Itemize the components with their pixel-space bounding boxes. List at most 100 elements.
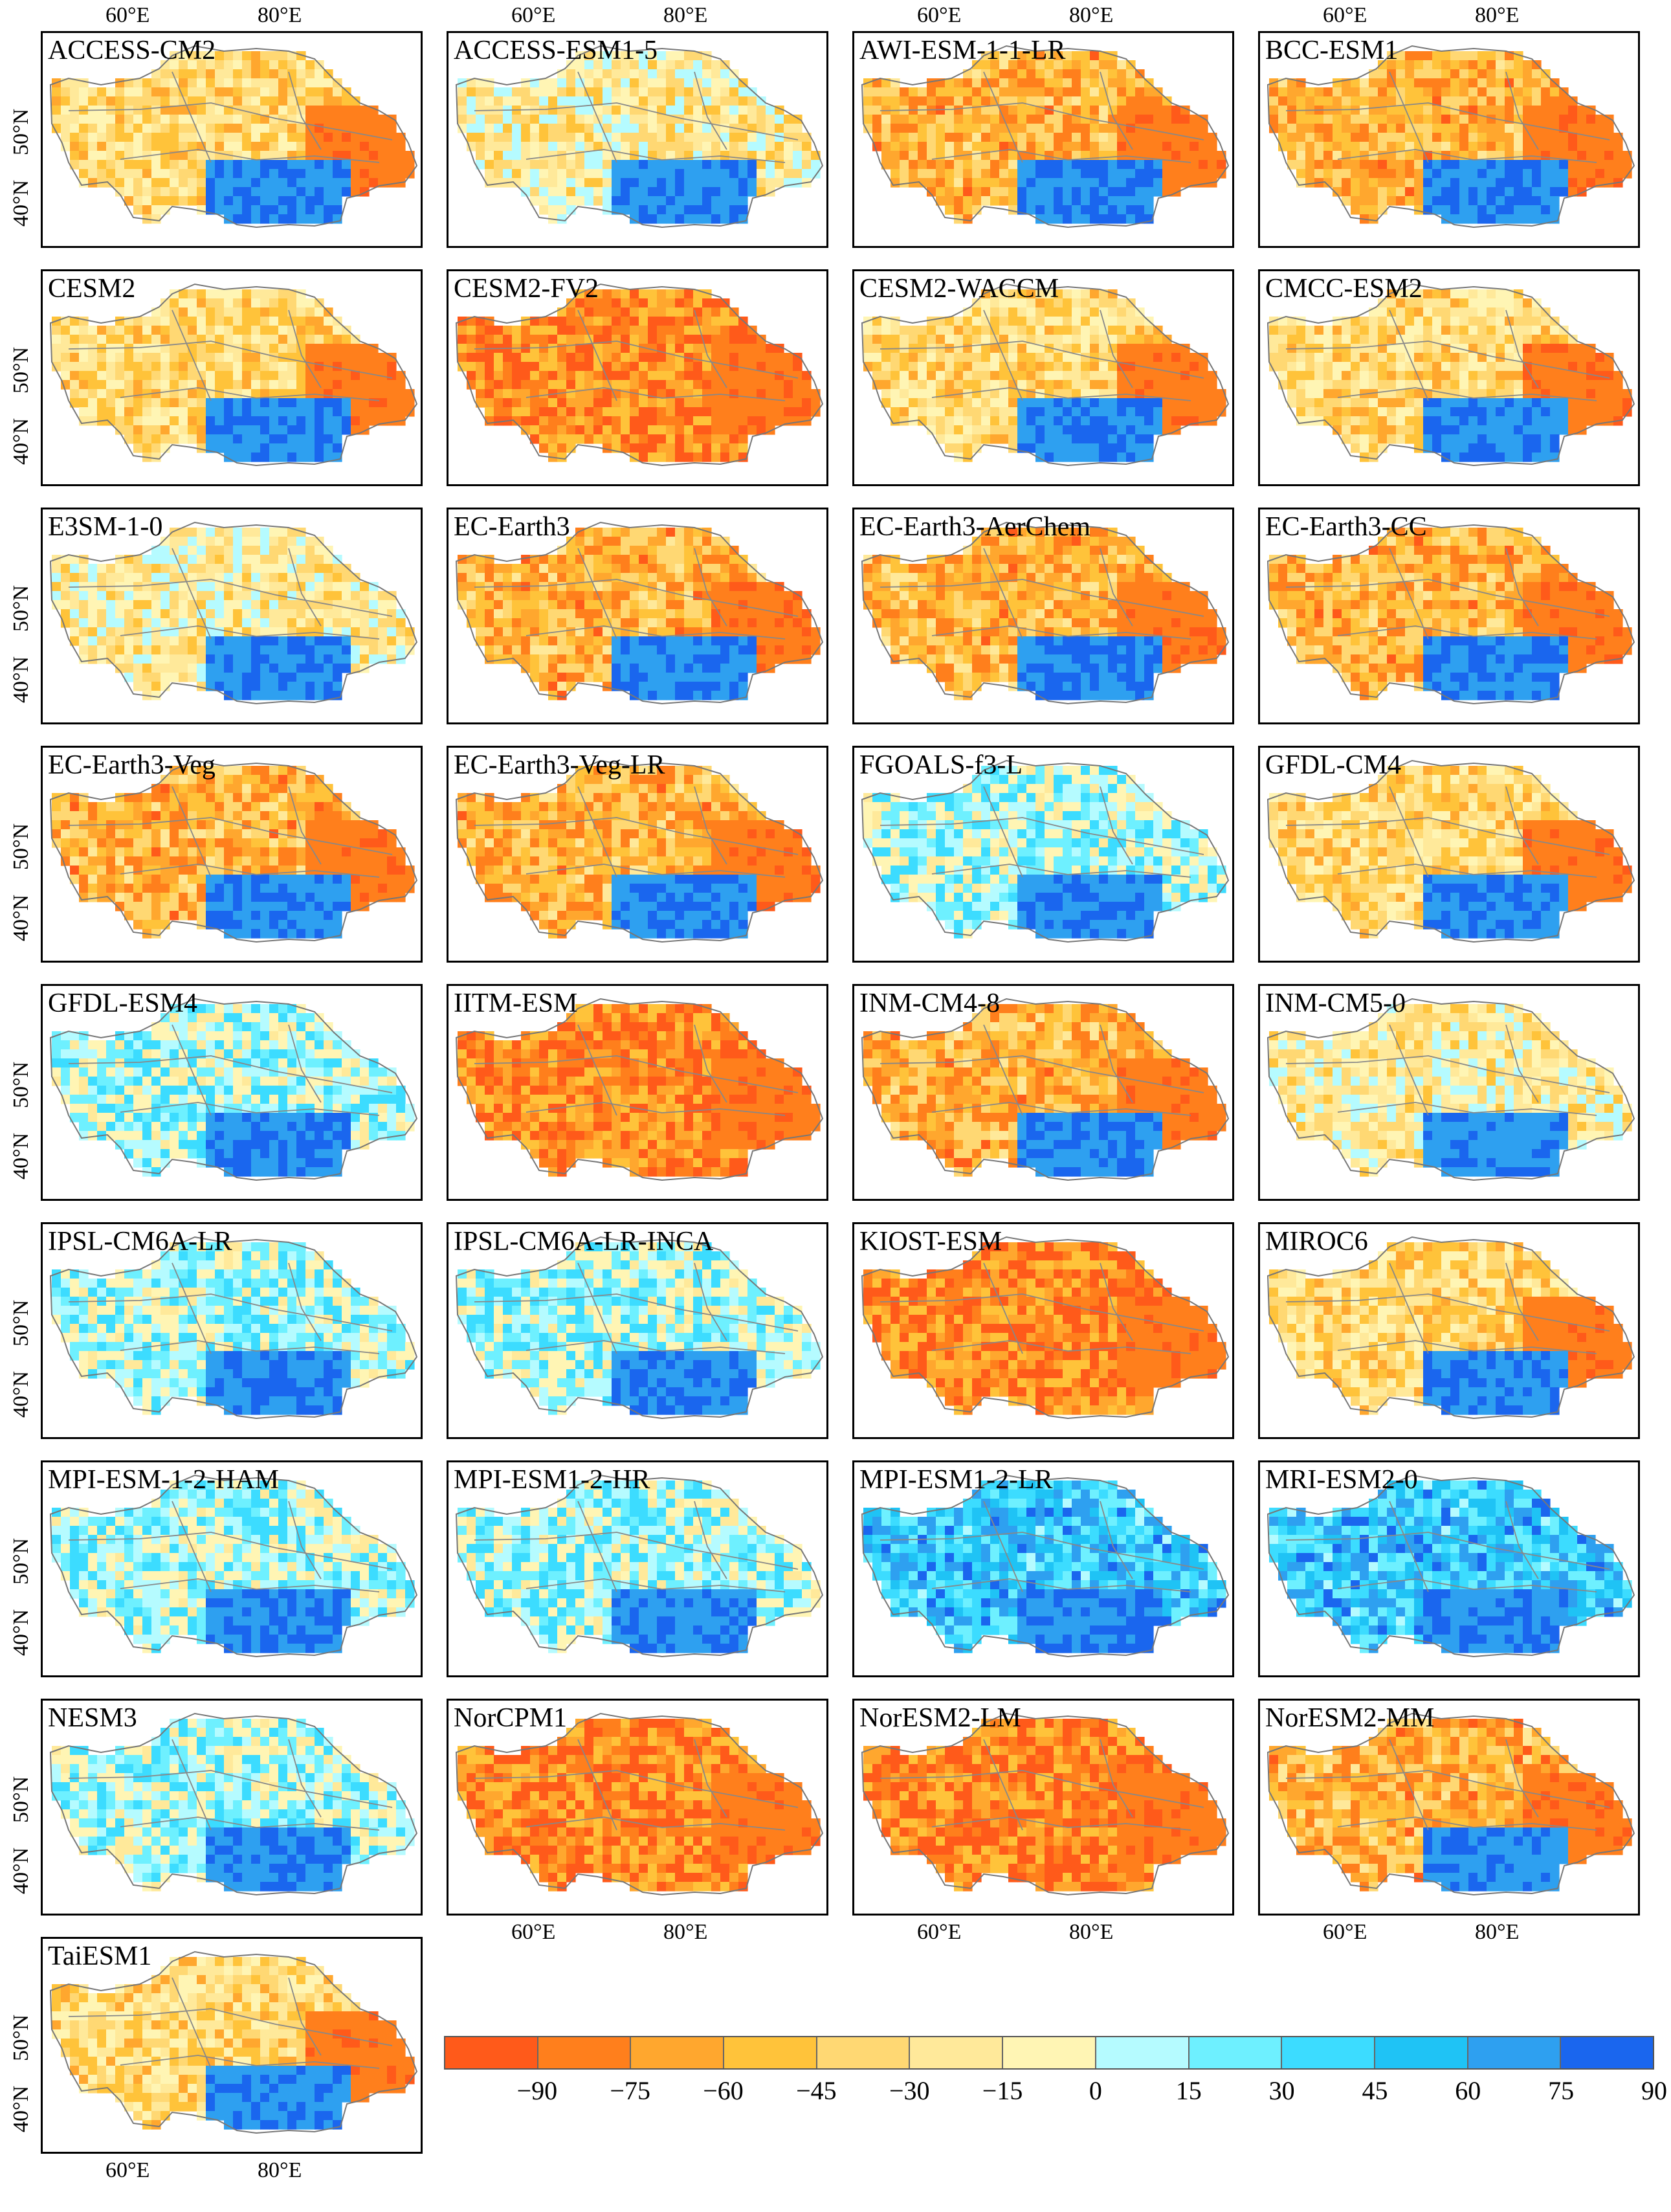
grid-cell [269,169,279,179]
grid-cell [188,69,197,79]
grid-cell [1323,380,1333,390]
grid-cell [1387,160,1397,170]
grid-cell [251,371,261,381]
grid-cell [1450,78,1460,88]
grid-cell [315,214,324,224]
grid-cell [1496,69,1505,79]
grid-cell [160,78,170,88]
grid-cell [124,591,134,601]
grid-cell [711,178,721,188]
grid-cell [603,362,612,372]
grid-cell [1477,196,1487,206]
grid-cell [900,133,909,142]
grid-cell [1035,124,1045,133]
grid-cell [512,362,522,372]
model-name: ACCESS-ESM1-5 [454,36,658,65]
grid-cell [206,124,216,133]
grid-cell [494,362,504,372]
grid-cell [1054,69,1063,79]
grid-cell [124,618,134,628]
grid-cell [70,618,80,628]
grid-cell [1135,142,1145,151]
grid-cell [351,582,360,592]
grid-cell [1532,115,1542,124]
grid-cell [1081,452,1090,462]
grid-cell [88,564,98,574]
grid-cell [630,87,639,97]
grid-cell [548,96,558,106]
grid-cell [351,618,360,628]
grid-cell [1505,142,1514,151]
grid-cell [296,407,306,417]
grid-cell [88,591,98,601]
grid-cell [1496,124,1505,133]
grid-cell [1026,443,1036,453]
grid-cell [603,178,612,188]
grid-cell [1496,214,1505,224]
grid-cell [630,335,639,344]
grid-cell [233,69,243,79]
grid-cell [1017,115,1027,124]
grid-cell [503,371,513,381]
grid-cell [1477,78,1487,88]
grid-cell [657,307,667,317]
grid-cell [1026,407,1036,417]
grid-cell [179,317,188,326]
grid-cell [97,133,107,142]
grid-cell [1396,298,1406,308]
grid-cell [1441,289,1451,299]
grid-cell [278,60,288,70]
grid-cell [160,371,170,381]
grid-cell [1423,169,1433,179]
grid-cell [1072,362,1081,372]
grid-cell [1559,178,1569,188]
grid-cell [621,60,630,70]
grid-cell [945,87,955,97]
grid-cell [1144,407,1154,417]
grid-cell [1559,133,1569,142]
grid-cell [133,362,143,372]
grid-cell [351,573,360,583]
grid-cell [1342,106,1351,115]
grid-cell [1378,353,1388,363]
grid-cell [485,133,494,142]
grid-cell [1477,371,1487,381]
grid-cell [1414,115,1424,124]
grid-cell [1351,443,1360,453]
grid-cell [1577,151,1587,161]
grid-cell [1396,434,1406,444]
grid-cell [1054,196,1063,206]
grid-cell [900,371,909,381]
grid-cell [333,434,342,444]
grid-cell [584,425,594,435]
grid-cell [170,124,179,133]
grid-cell [557,452,567,462]
grid-cell [1072,298,1081,308]
grid-cell [639,389,648,399]
grid-cell [738,178,748,188]
map-svg [861,283,1230,467]
grid-cell [1459,187,1469,197]
grid-cell [1514,298,1523,308]
grid-cell [972,434,982,444]
grid-cell [315,353,324,363]
grid-cell [666,307,676,317]
grid-cell [124,398,134,408]
grid-cell [584,407,594,417]
grid-cell [1008,142,1018,151]
grid-cell [720,389,730,399]
grid-cell [918,371,927,381]
grid-cell [88,371,98,381]
grid-cell [666,151,676,161]
grid-cell [1423,371,1433,381]
grid-cell [396,142,406,151]
grid-cell [521,115,531,124]
grid-cell [918,178,927,188]
grid-cell [1117,214,1127,224]
grid-cell [1035,169,1045,179]
grid-cell [1126,443,1136,453]
grid-cell [151,452,161,462]
grid-cell [1314,407,1324,417]
grid-cell [530,398,540,408]
grid-cell [1523,187,1533,197]
